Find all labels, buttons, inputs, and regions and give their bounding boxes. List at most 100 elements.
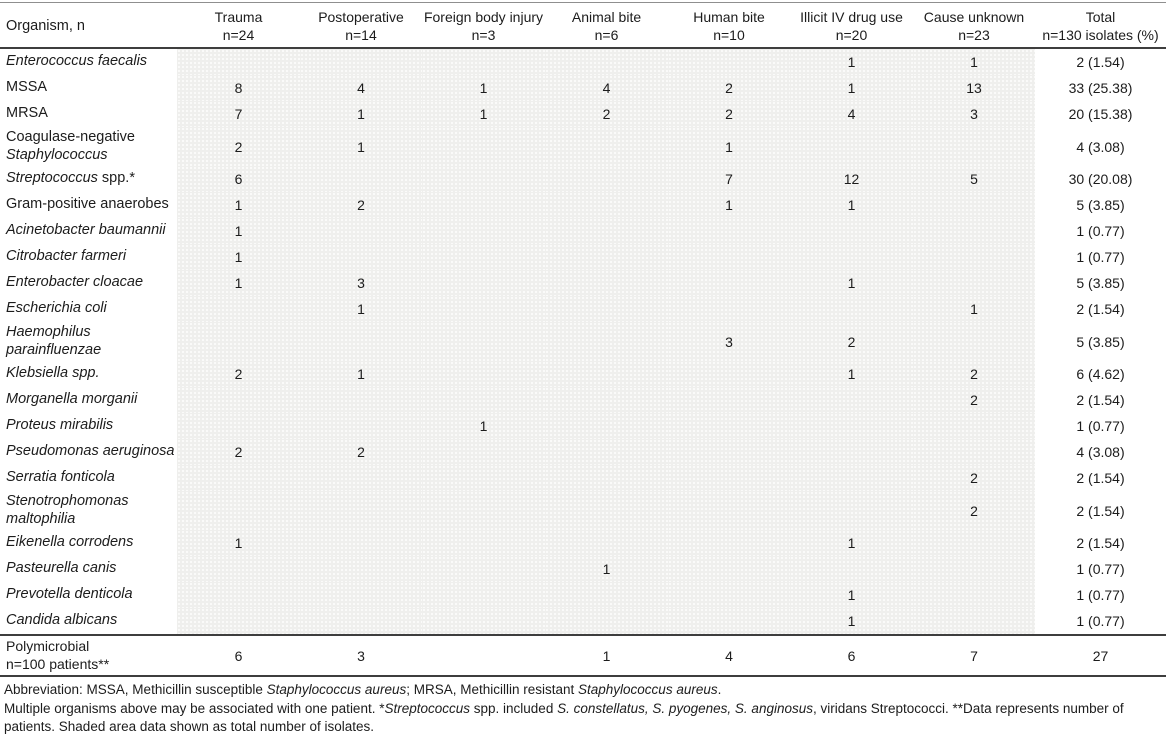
text-run: Proteus mirabilis bbox=[6, 417, 114, 434]
table-row: Coagulase-negative Staphylococcus 2 1 1 4 (3.… bbox=[0, 127, 1166, 166]
count-cell bbox=[790, 244, 913, 270]
table-row: Escherichia coli 1 1 2 (1.54) bbox=[0, 296, 1166, 322]
total-cell: 5 (3.85) bbox=[1076, 333, 1125, 350]
text-run: Gram-positive anaerobes bbox=[6, 196, 169, 213]
column-label: Cause unknown bbox=[923, 9, 1025, 25]
table-row: Morganella morganii 2 2 (1.54) bbox=[0, 387, 1166, 413]
total-cell: 1 (0.77) bbox=[1076, 587, 1125, 603]
table-row: Enterobacter cloacae 1 3 1 5 (3.85) bbox=[0, 270, 1166, 296]
count-cell bbox=[913, 556, 1035, 582]
count-cell bbox=[422, 296, 545, 322]
column-n-count: n=14 bbox=[345, 27, 377, 43]
count-cell: 3 bbox=[913, 101, 1035, 127]
count-cell bbox=[790, 296, 913, 322]
count-cell bbox=[668, 608, 790, 635]
count-cell: 1 bbox=[177, 270, 300, 296]
count-cell bbox=[300, 244, 422, 270]
text-run: Multiple organisms above may be associat… bbox=[4, 700, 385, 716]
count-cell bbox=[668, 48, 790, 75]
count-cell: 1 bbox=[177, 530, 300, 556]
count-cell bbox=[300, 582, 422, 608]
organism-name: MSSA bbox=[0, 75, 177, 101]
count-cell bbox=[422, 608, 545, 635]
footnotes-section: Abbreviation: MSSA, Methicillin suscepti… bbox=[0, 677, 1166, 737]
organism-name: Haemophilus parainfluenzae bbox=[0, 322, 177, 361]
total-cell: 2 (1.54) bbox=[1076, 301, 1125, 317]
column-header-trauma: Trauma n=24 bbox=[177, 2, 300, 49]
organism-isolates-table: Organism, n Trauma n=24 Postoperative n=14 Fo… bbox=[0, 2, 1166, 677]
organism-name: Streptococcus spp.* bbox=[0, 166, 177, 192]
count-cell bbox=[545, 322, 668, 361]
table-row: Serratia fonticola 2 2 (1.54) bbox=[0, 465, 1166, 491]
organism-name: Stenotrophomonas maltophilia bbox=[0, 491, 177, 530]
count-cell bbox=[177, 387, 300, 413]
count-cell bbox=[300, 166, 422, 192]
count-cell bbox=[790, 218, 913, 244]
count-cell bbox=[790, 127, 913, 166]
count-cell bbox=[545, 582, 668, 608]
count-cell: 1 bbox=[668, 127, 790, 166]
text-run: Serratia fonticola bbox=[6, 469, 115, 486]
column-header-organism: Organism, n bbox=[0, 2, 177, 49]
count-cell: 5 bbox=[913, 166, 1035, 192]
count-cell bbox=[545, 465, 668, 491]
count-cell bbox=[913, 439, 1035, 465]
count-cell: 1 bbox=[790, 361, 913, 387]
count-cell bbox=[422, 166, 545, 192]
count-cell bbox=[790, 556, 913, 582]
count-cell bbox=[545, 218, 668, 244]
count-cell: 1 bbox=[790, 530, 913, 556]
count-cell bbox=[422, 465, 545, 491]
count-cell: 2 bbox=[177, 361, 300, 387]
text-run: , viridans Streptococci. **Data represen… bbox=[4, 700, 1124, 735]
text-run: Pasteurella canis bbox=[6, 560, 117, 577]
count-cell: 1 bbox=[300, 127, 422, 166]
text-run: Streptococcus bbox=[6, 170, 98, 187]
total-cell: 27 bbox=[1035, 634, 1166, 677]
text-run: Eikenella corrodens bbox=[6, 534, 134, 551]
text-run: Enterobacter cloacae bbox=[6, 274, 144, 291]
column-header-foreign-body-injury: Foreign body injury n=3 bbox=[422, 2, 545, 49]
count-cell bbox=[913, 413, 1035, 439]
count-cell: 1 bbox=[300, 296, 422, 322]
text-run: Coagulase-negative bbox=[6, 129, 135, 145]
count-cell: 1 bbox=[177, 192, 300, 218]
text-run: parainfluenzae bbox=[6, 341, 102, 358]
total-cell: 1 (0.77) bbox=[1076, 223, 1125, 239]
table-row: Eikenella corrodens 1 1 2 (1.54) bbox=[0, 530, 1166, 556]
count-cell: 2 bbox=[177, 127, 300, 166]
count-cell bbox=[668, 244, 790, 270]
table-row: Stenotrophomonas maltophilia 2 2 (1.54) bbox=[0, 491, 1166, 530]
count-cell: 1 bbox=[177, 244, 300, 270]
organism-name: Morganella morganii bbox=[0, 387, 177, 413]
count-cell bbox=[300, 556, 422, 582]
count-cell bbox=[422, 491, 545, 530]
count-cell: 8 bbox=[177, 75, 300, 101]
table-row: MSSA 8 4 1 4 2 1 13 33 (25.38) bbox=[0, 75, 1166, 101]
count-cell bbox=[422, 439, 545, 465]
count-cell bbox=[668, 530, 790, 556]
text-run: Haemophilus bbox=[6, 324, 91, 340]
count-cell: 1 bbox=[790, 608, 913, 635]
header-row: Organism, n Trauma n=24 Postoperative n=14 Fo… bbox=[0, 2, 1166, 49]
text-run: Candida albicans bbox=[6, 612, 118, 629]
count-cell bbox=[300, 413, 422, 439]
count-cell bbox=[545, 296, 668, 322]
count-cell bbox=[422, 387, 545, 413]
count-cell bbox=[913, 127, 1035, 166]
table-row: Pasteurella canis 1 1 (0.77) bbox=[0, 556, 1166, 582]
count-cell: 4 bbox=[790, 101, 913, 127]
organism-name: Coagulase-negative Staphylococcus bbox=[0, 127, 177, 166]
count-cell: 1 bbox=[790, 192, 913, 218]
column-header-cause-unknown: Cause unknown n=23 bbox=[913, 2, 1035, 49]
total-cell: 1 (0.77) bbox=[1076, 418, 1125, 434]
organism-name: Gram-positive anaerobes bbox=[0, 192, 177, 218]
count-cell bbox=[545, 48, 668, 75]
text-run: . bbox=[717, 682, 722, 697]
total-cell: 33 (25.38) bbox=[1068, 80, 1133, 96]
text-run: Stenotrophomonas bbox=[6, 493, 129, 509]
total-cell: 20 (15.38) bbox=[1068, 106, 1133, 122]
total-cell: 30 (20.08) bbox=[1068, 171, 1133, 187]
column-n-count: n=6 bbox=[594, 27, 619, 43]
count-cell bbox=[913, 582, 1035, 608]
